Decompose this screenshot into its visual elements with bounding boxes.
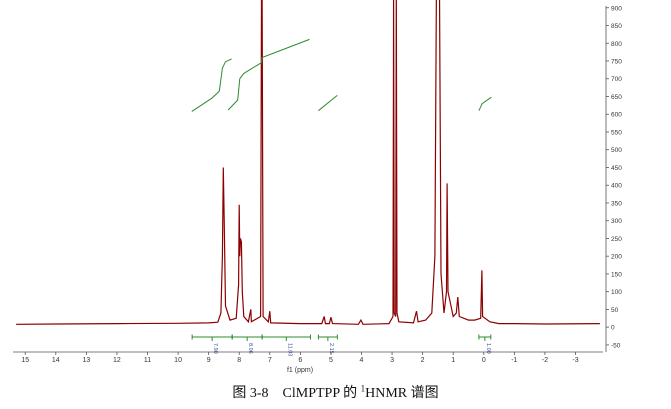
x-tick-label: 1: [451, 357, 455, 364]
y-tick-label: 650: [611, 94, 622, 101]
x-tick-label: -1: [511, 357, 517, 364]
x-tick-label: 6: [298, 357, 302, 364]
x-tick-label: -2: [542, 357, 548, 364]
y-tick-label: 100: [611, 289, 622, 296]
x-tick-label: 4: [360, 357, 364, 364]
y-tick-label: 800: [611, 41, 622, 48]
y-tick-label: 550: [611, 129, 622, 136]
y-tick-label: -50: [611, 342, 621, 349]
x-tick-label: 3: [390, 357, 394, 364]
x-tick-label: 5: [329, 357, 333, 364]
y-tick-label: 250: [611, 236, 622, 243]
caption-compound: ClMPTPP 的: [282, 386, 361, 401]
x-tick-label: 9: [207, 357, 211, 364]
y-tick-label: 900: [611, 5, 622, 12]
x-tick-label: 11: [144, 357, 151, 364]
y-tick-label: 150: [611, 271, 622, 278]
integral-label: 1.00: [485, 343, 491, 354]
integral-curve: [191, 58, 232, 112]
integral-label: 2.15: [328, 343, 334, 354]
x-tick-label: 14: [52, 357, 60, 364]
caption: 图 3-8 ClMPTPP 的 1HNMR 谱图: [0, 382, 671, 402]
x-tick-label: 0: [482, 357, 486, 364]
y-tick-label: 850: [611, 23, 622, 30]
plot-area: [16, 0, 600, 325]
y-tick-label: 400: [611, 183, 622, 190]
caption-rest: HNMR 谱图: [365, 386, 439, 401]
y-tick-label: 200: [611, 254, 622, 261]
integral-label: 7.90: [212, 343, 218, 354]
y-tick-label: 300: [611, 218, 622, 225]
x-axis-label: f1 (ppm): [287, 367, 313, 374]
integral-curve: [318, 95, 338, 112]
y-tick-label: 50: [611, 307, 619, 314]
chart: f1 (ppm) 9008508007507006506005505004504…: [13, 0, 622, 374]
x-tick-label: 12: [113, 357, 121, 364]
integral-label: 8.06: [247, 343, 253, 354]
integral-curve: [227, 38, 310, 111]
x-tick-label: 15: [21, 357, 29, 364]
figure-number: 图 3-8: [232, 386, 269, 401]
x-tick-label: 10: [174, 357, 182, 364]
y-tick-label: 600: [611, 112, 622, 119]
y-tick-label: 700: [611, 76, 622, 83]
spectrum-line: [16, 0, 600, 325]
x-tick-label: 7: [268, 357, 272, 364]
y-tick-label: 0: [611, 325, 615, 332]
x-tick-label: 8: [237, 357, 241, 364]
integral-curve: [478, 96, 492, 111]
integral-label: 11.03: [286, 343, 292, 356]
y-tick-label: 450: [611, 165, 622, 172]
y-tick-label: 350: [611, 200, 622, 207]
y-tick-label: 750: [611, 59, 622, 66]
caption-superscript: 1: [360, 383, 366, 394]
x-tick-label: 2: [421, 357, 425, 364]
x-tick-label: -3: [572, 357, 578, 364]
x-tick-label: 13: [82, 357, 90, 364]
y-tick-label: 500: [611, 147, 622, 154]
